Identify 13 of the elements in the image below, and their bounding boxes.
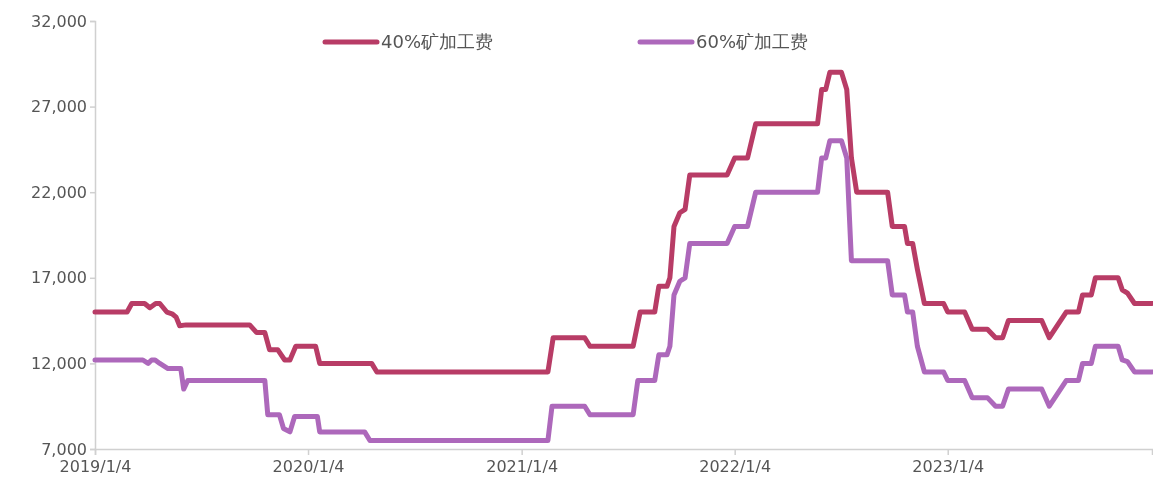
y-tick-label: 32,000 xyxy=(31,11,87,31)
legend-label: 60%矿加工费 xyxy=(696,31,809,53)
y-tick-label: 22,000 xyxy=(31,182,87,202)
x-tick-label: 2022/1/4 xyxy=(699,457,772,477)
y-tick-label: 17,000 xyxy=(31,268,87,288)
y-tick-label: 12,000 xyxy=(31,354,87,374)
y-tick-label: 27,000 xyxy=(31,97,87,117)
y-tick-label: 7,000 xyxy=(41,439,87,459)
legend-label: 40%矿加工费 xyxy=(381,31,494,53)
x-tick-label: 2020/1/4 xyxy=(272,457,345,477)
x-tick-label: 2019/1/4 xyxy=(59,457,132,477)
x-tick-label: 2021/1/4 xyxy=(486,457,559,477)
x-tick-label: 2023/1/4 xyxy=(912,457,985,477)
